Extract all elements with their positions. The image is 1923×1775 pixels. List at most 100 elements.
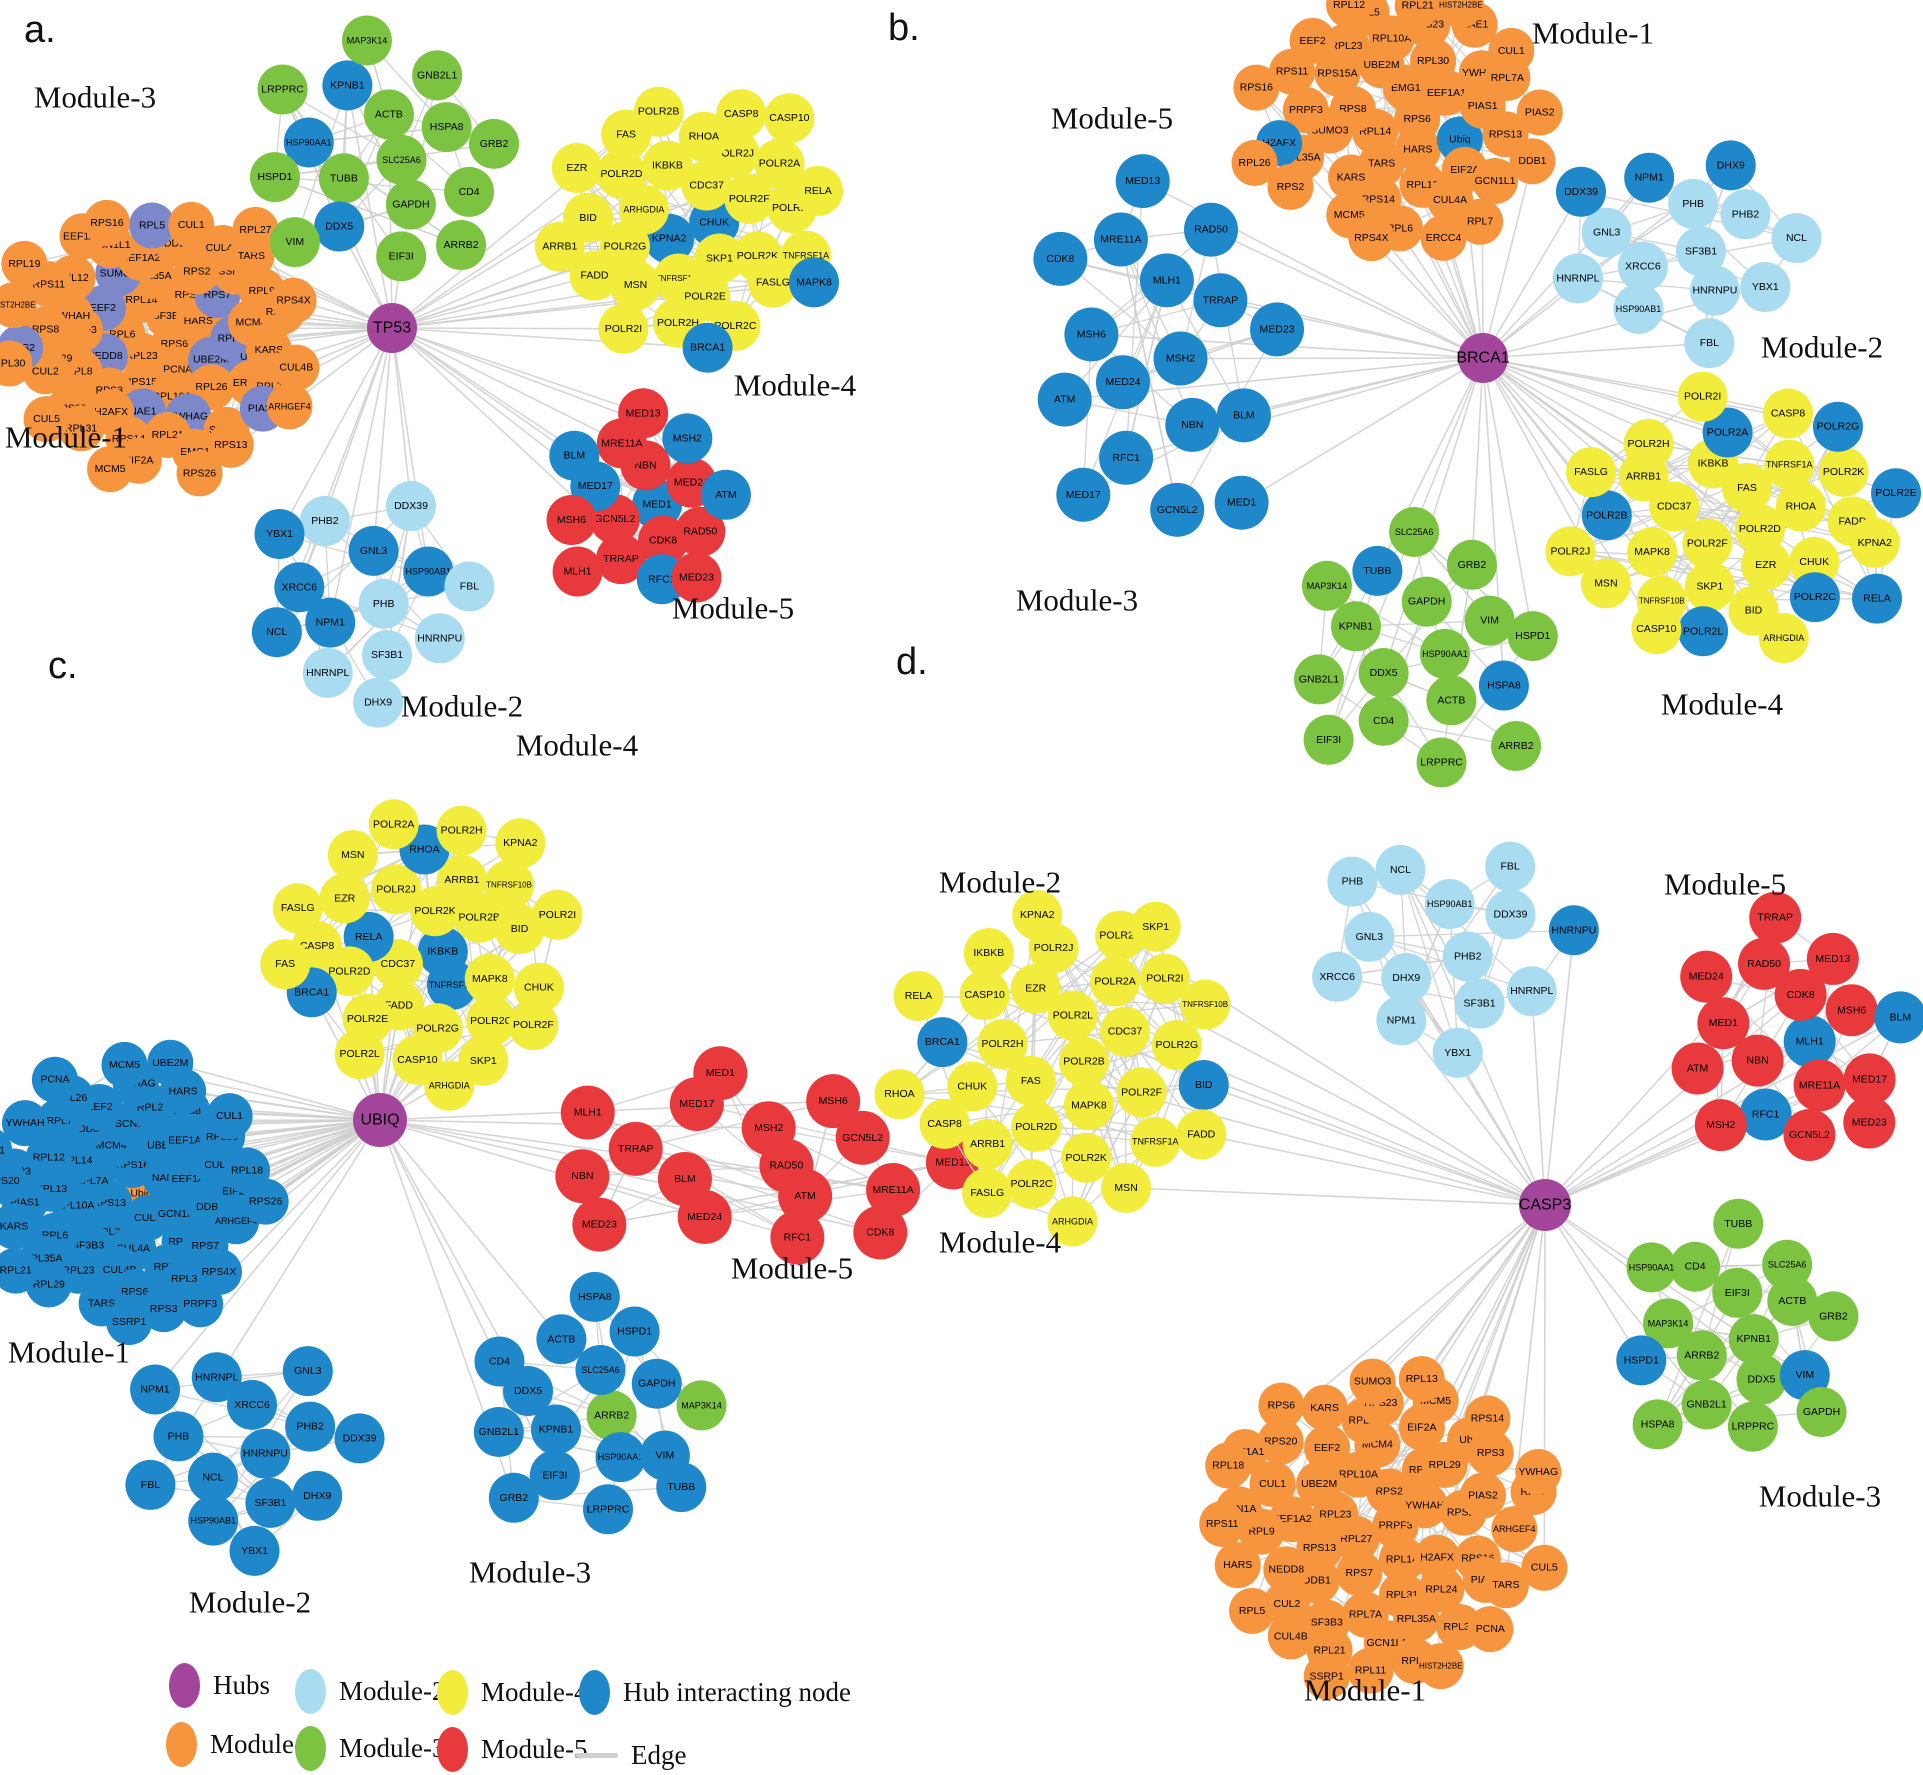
gene-node-circle[interactable] bbox=[1818, 446, 1869, 497]
gene-node-circle[interactable] bbox=[1740, 262, 1791, 313]
gene-node-circle[interactable] bbox=[421, 102, 472, 153]
node-HSPD1[interactable]: HSPD1 bbox=[249, 152, 300, 203]
gene-node-circle[interactable] bbox=[596, 148, 647, 199]
gene-node-circle[interactable] bbox=[1467, 1606, 1514, 1653]
gene-node-circle[interactable] bbox=[2, 1100, 49, 1147]
node-HNRNPL[interactable]: HNRNPL bbox=[1552, 253, 1603, 304]
gene-node-circle[interactable] bbox=[1442, 931, 1493, 982]
node-RPL13[interactable]: RPL13 bbox=[1398, 1356, 1445, 1403]
node-SF3B1[interactable]: SF3B1 bbox=[245, 1477, 296, 1528]
gene-node-circle[interactable] bbox=[552, 546, 603, 597]
gene-node-circle[interactable] bbox=[793, 165, 844, 216]
gene-node-circle[interactable] bbox=[403, 546, 454, 597]
node-MED1[interactable]: MED1 bbox=[1697, 997, 1750, 1050]
gene-node-circle[interactable] bbox=[285, 1401, 336, 1452]
node-DDX39[interactable]: DDX39 bbox=[1485, 889, 1536, 940]
gene-node-circle[interactable] bbox=[0, 340, 33, 387]
node-CASP10[interactable]: CASP10 bbox=[1631, 604, 1682, 655]
node-GNB2L1[interactable]: GNB2L1 bbox=[1681, 1379, 1732, 1430]
gene-node-circle[interactable] bbox=[778, 1169, 833, 1224]
node-ACTB[interactable]: ACTB bbox=[1426, 675, 1477, 726]
node-TNFRSF1A[interactable]: TNFRSF1A bbox=[1764, 439, 1815, 490]
node-CASP10[interactable]: CASP10 bbox=[764, 93, 815, 144]
gene-node-circle[interactable] bbox=[1506, 966, 1557, 1017]
node-POLR2F[interactable]: POLR2F bbox=[1116, 1067, 1167, 1118]
gene-node-circle[interactable] bbox=[1178, 1059, 1229, 1110]
gene-node-circle[interactable] bbox=[962, 1167, 1013, 1218]
gene-node-circle[interactable] bbox=[302, 647, 353, 698]
gene-node-circle[interactable] bbox=[1056, 467, 1111, 522]
gene-node-circle[interactable] bbox=[764, 93, 815, 144]
node-EZR[interactable]: EZR bbox=[551, 142, 602, 193]
node-POLR2B[interactable]: POLR2B bbox=[1581, 490, 1632, 541]
gene-node-circle[interactable] bbox=[716, 89, 767, 140]
gene-node-circle[interactable] bbox=[168, 201, 215, 248]
gene-node-circle[interactable] bbox=[1616, 1335, 1667, 1386]
node-CDK8[interactable]: CDK8 bbox=[853, 1205, 908, 1260]
gene-node-circle[interactable] bbox=[1871, 468, 1922, 519]
gene-node-circle[interactable] bbox=[1358, 648, 1409, 699]
node-PCNA[interactable]: PCNA bbox=[31, 1056, 78, 1103]
node-RPL18[interactable]: RPL18 bbox=[1205, 1442, 1252, 1489]
node-NPM1[interactable]: NPM1 bbox=[1624, 152, 1675, 203]
gene-node-circle[interactable] bbox=[1063, 1080, 1114, 1131]
gene-node-circle[interactable] bbox=[1296, 1461, 1343, 1508]
gene-node-circle[interactable] bbox=[947, 1061, 998, 1112]
gene-node-circle[interactable] bbox=[1116, 1067, 1167, 1118]
gene-node-circle[interactable] bbox=[1457, 198, 1504, 245]
node-FBL[interactable]: FBL bbox=[125, 1459, 176, 1510]
gene-node-circle[interactable] bbox=[187, 1452, 238, 1503]
node-HSPA8[interactable]: HSPA8 bbox=[1478, 660, 1529, 711]
gene-node-circle[interactable] bbox=[1485, 841, 1536, 892]
gene-node-circle[interactable] bbox=[1348, 215, 1395, 262]
node-RFC1[interactable]: RFC1 bbox=[1099, 430, 1154, 485]
gene-node-circle[interactable] bbox=[1381, 953, 1432, 1004]
gene-node-circle[interactable] bbox=[1727, 1401, 1778, 1452]
gene-node-circle[interactable] bbox=[23, 396, 70, 443]
node-MLH1[interactable]: MLH1 bbox=[1139, 253, 1194, 308]
node-SLC25A6[interactable]: SLC25A6 bbox=[376, 134, 427, 185]
node-GNL3[interactable]: GNL3 bbox=[348, 525, 399, 576]
node-VIM[interactable]: VIM bbox=[1464, 595, 1515, 646]
hub-circle[interactable] bbox=[1458, 333, 1508, 383]
gene-node-circle[interactable] bbox=[1626, 1242, 1677, 1293]
node-HSPD1[interactable]: HSPD1 bbox=[1507, 611, 1558, 662]
gene-node-circle[interactable] bbox=[835, 1110, 890, 1165]
gene-node-circle[interactable] bbox=[1631, 604, 1682, 655]
node-MSH2[interactable]: MSH2 bbox=[741, 1101, 796, 1156]
gene-node-circle[interactable] bbox=[1352, 545, 1403, 596]
node-SUMO3[interactable]: SUMO3 bbox=[1349, 1358, 1396, 1405]
gene-node-circle[interactable] bbox=[1193, 273, 1248, 328]
node-MSH2[interactable]: MSH2 bbox=[662, 413, 713, 464]
gene-node-circle[interactable] bbox=[1808, 1291, 1859, 1342]
node-MED23[interactable]: MED23 bbox=[572, 1197, 627, 1252]
node-NCL[interactable]: NCL bbox=[251, 607, 302, 658]
node-ARRB2[interactable]: ARRB2 bbox=[586, 1390, 637, 1441]
gene-node-circle[interactable] bbox=[1491, 720, 1542, 771]
gene-node-circle[interactable] bbox=[254, 509, 305, 560]
node-EZR[interactable]: EZR bbox=[319, 873, 370, 924]
gene-node-circle[interactable] bbox=[1099, 430, 1154, 485]
node-POLR2K[interactable]: POLR2K bbox=[1061, 1132, 1112, 1183]
gene-node-circle[interactable] bbox=[608, 1121, 663, 1176]
node-EIF3I[interactable]: EIF3I bbox=[1712, 1267, 1763, 1318]
node-RPS26[interactable]: RPS26 bbox=[176, 450, 223, 497]
gene-node-circle[interactable] bbox=[1689, 265, 1740, 316]
gene-node-circle[interactable] bbox=[147, 1039, 194, 1086]
node-MAP3K14[interactable]: MAP3K14 bbox=[676, 1380, 727, 1431]
node-TRRAP[interactable]: TRRAP bbox=[608, 1121, 663, 1176]
gene-node-circle[interactable] bbox=[1205, 1442, 1252, 1489]
gene-node-circle[interactable] bbox=[273, 344, 320, 391]
gene-node-circle[interactable] bbox=[1258, 1382, 1305, 1429]
gene-node-circle[interactable] bbox=[694, 233, 745, 284]
gene-node-circle[interactable] bbox=[1115, 154, 1170, 209]
gene-node-circle[interactable] bbox=[1327, 856, 1378, 907]
node-POLR2A[interactable]: POLR2A bbox=[1090, 956, 1141, 1007]
hub-node-TP53[interactable]: TP53 bbox=[367, 303, 417, 353]
gene-node-circle[interactable] bbox=[1358, 695, 1409, 746]
gene-node-circle[interactable] bbox=[1681, 1379, 1732, 1430]
gene-node-circle[interactable] bbox=[1250, 302, 1305, 357]
gene-node-circle[interactable] bbox=[1426, 675, 1477, 726]
gene-node-circle[interactable] bbox=[1509, 138, 1556, 185]
node-YBX1[interactable]: YBX1 bbox=[1740, 262, 1791, 313]
